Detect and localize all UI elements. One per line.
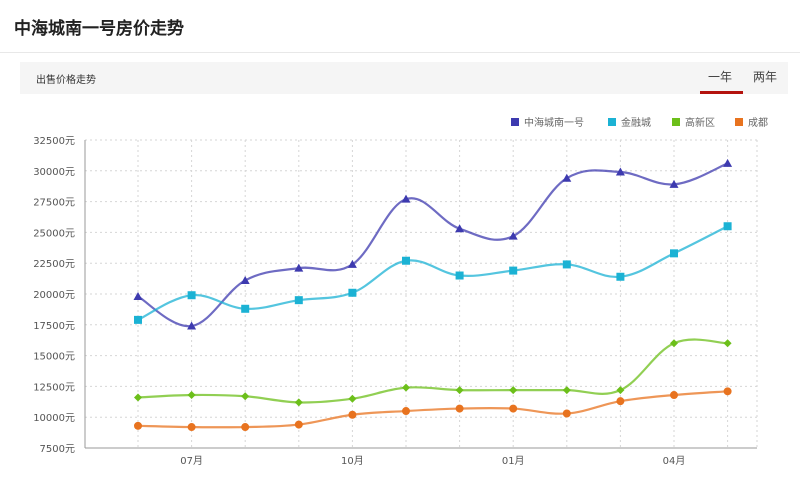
- data-point: [562, 173, 572, 182]
- data-point: [670, 339, 678, 348]
- data-point: [294, 420, 303, 429]
- chart-header-bar: 出售价格走势 一年 两年: [20, 62, 788, 94]
- legend-label: 高新区: [685, 116, 715, 129]
- data-point: [241, 392, 250, 401]
- data-point: [455, 224, 465, 233]
- legend-label: 金融城: [621, 116, 651, 129]
- data-point: [723, 158, 733, 167]
- data-point: [240, 275, 250, 284]
- data-point: [509, 266, 518, 275]
- data-point: [294, 263, 304, 272]
- y-tick-label: 12500元: [33, 382, 75, 393]
- data-point: [294, 296, 303, 305]
- data-point: [616, 272, 625, 281]
- data-point: [134, 421, 142, 430]
- data-point: [562, 409, 571, 418]
- y-tick-label: 25000元: [33, 228, 75, 239]
- tab-two-years[interactable]: 两年: [753, 70, 778, 84]
- data-point: [669, 179, 679, 188]
- x-tick-label: 04月: [663, 455, 686, 467]
- data-point: [723, 339, 732, 348]
- data-point: [455, 404, 464, 413]
- data-point: [402, 407, 410, 416]
- data-point: [670, 249, 678, 258]
- data-point: [134, 315, 142, 324]
- legend-label: 中海城南一号: [524, 116, 584, 129]
- chart-grid: [85, 139, 758, 448]
- chart-legend: 中海城南一号 金融城 高新区 成都: [511, 116, 768, 129]
- data-point: [187, 423, 196, 432]
- y-tick-label: 15000元: [33, 352, 75, 363]
- price-trend-chart: 32500元 30000元 27500元 25000元 22500元 20000元 1750…: [33, 116, 768, 467]
- data-point: [187, 321, 197, 330]
- active-tab-indicator: [700, 91, 743, 94]
- data-point: [562, 260, 571, 269]
- data-point: [134, 393, 142, 402]
- data-point: [133, 291, 143, 300]
- legend-label: 成都: [748, 117, 768, 129]
- series-markers: [133, 158, 733, 432]
- data-point: [402, 256, 410, 265]
- y-tick-label: 20000元: [33, 290, 75, 301]
- x-tick-label: 10月: [341, 455, 364, 467]
- series-line-2: [137, 338, 728, 404]
- data-point: [401, 194, 411, 203]
- data-point: [402, 383, 410, 392]
- series-lines: [137, 162, 729, 429]
- y-tick-label: 10000元: [33, 413, 75, 424]
- data-point: [509, 404, 518, 413]
- y-tick-label: 7500元: [40, 444, 75, 455]
- data-point: [187, 391, 196, 400]
- data-point: [348, 394, 357, 403]
- y-tick-label: 17500元: [33, 321, 75, 332]
- data-point: [455, 271, 464, 280]
- data-point: [616, 397, 625, 406]
- series-line-3: [137, 390, 728, 429]
- data-point: [241, 423, 250, 432]
- data-point: [455, 386, 464, 395]
- data-point: [347, 259, 357, 268]
- x-tick-label: 07月: [180, 455, 203, 467]
- data-point: [508, 231, 518, 240]
- data-point: [615, 167, 625, 176]
- series-line-0: [137, 162, 729, 328]
- x-axis-labels: 07月 10月 01月 04月: [180, 455, 685, 467]
- data-point: [509, 386, 518, 395]
- y-tick-label: 22500元: [33, 259, 75, 270]
- chart-axes: [84, 140, 757, 449]
- data-point: [723, 387, 732, 396]
- data-point: [562, 386, 571, 395]
- page-title: 中海城南一号房价走势: [14, 19, 184, 39]
- x-tick-label: 01月: [502, 455, 525, 467]
- header-divider: [0, 52, 800, 53]
- tab-one-year[interactable]: 一年: [708, 70, 733, 84]
- legend-swatch: [511, 118, 519, 126]
- data-point: [348, 288, 357, 297]
- data-point: [348, 410, 357, 419]
- data-point: [723, 222, 732, 231]
- data-point: [294, 398, 303, 407]
- legend-swatch: [672, 118, 680, 126]
- y-tick-label: 27500元: [33, 198, 75, 209]
- y-tick-label: 32500元: [33, 136, 75, 147]
- y-tick-label: 30000元: [33, 167, 75, 178]
- data-point: [670, 391, 678, 400]
- data-point: [187, 291, 196, 300]
- section-label: 出售价格走势: [36, 75, 96, 86]
- y-axis-labels: 32500元 30000元 27500元 25000元 22500元 20000元 1750…: [33, 136, 75, 455]
- legend-swatch: [735, 118, 743, 126]
- legend-swatch: [608, 118, 616, 126]
- data-point: [241, 304, 250, 313]
- data-point: [616, 386, 625, 395]
- series-line-1: [137, 225, 729, 321]
